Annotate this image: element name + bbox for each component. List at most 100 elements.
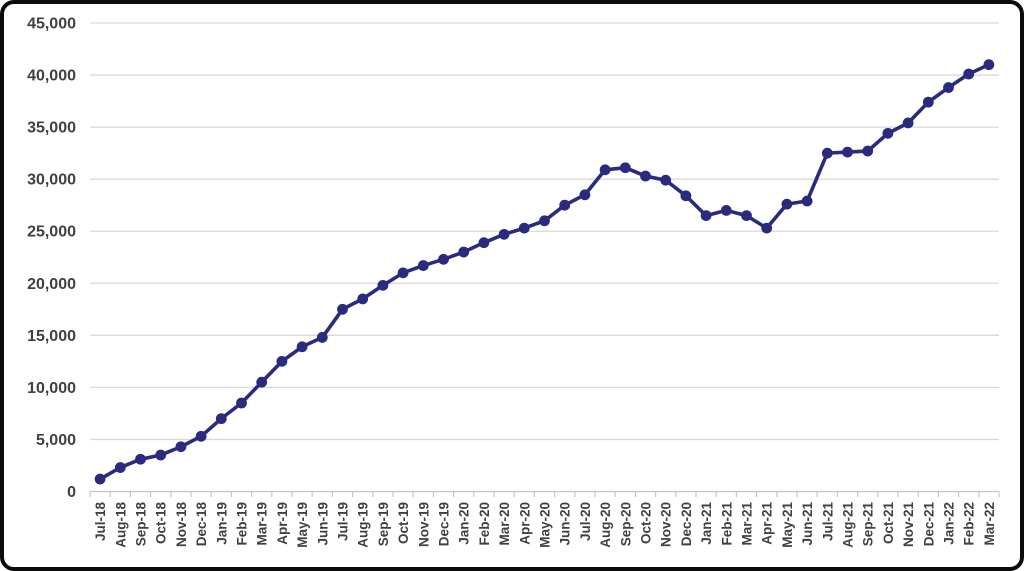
x-axis-label: Sep-21 <box>861 502 876 547</box>
x-axis-label: Jun-19 <box>315 502 330 546</box>
data-point-Jul-21 <box>821 147 833 159</box>
data-point-Jun-20 <box>559 199 571 211</box>
y-axis-label: 45,000 <box>27 16 76 33</box>
data-point-Oct-19 <box>397 267 409 279</box>
x-axis-label: Aug-18 <box>113 502 128 548</box>
data-point-Nov-19 <box>417 260 429 271</box>
data-point-Mar-21 <box>741 210 752 222</box>
data-point-Jan-20 <box>458 246 470 258</box>
x-axis-label: Jan-19 <box>214 502 229 545</box>
y-axis-label: 25,000 <box>27 224 76 241</box>
x-axis-label: Nov-19 <box>416 502 431 547</box>
data-point-Jun-21 <box>801 195 813 207</box>
x-axis-label: Dec-18 <box>194 502 209 547</box>
y-axis-label: 5,000 <box>36 432 76 449</box>
data-point-Jan-21 <box>700 210 712 222</box>
data-point-Feb-22 <box>963 68 975 80</box>
y-axis-label: 20,000 <box>27 276 76 293</box>
data-point-Jul-19 <box>337 303 348 315</box>
x-axis-label: Jun-21 <box>800 502 815 546</box>
data-point-Oct-20 <box>640 170 651 182</box>
x-axis-label: Apr-21 <box>760 502 775 545</box>
x-axis-label: Sep-19 <box>376 502 391 546</box>
data-point-Aug-18 <box>114 462 126 473</box>
data-point-Sep-19 <box>377 279 389 291</box>
data-point-Apr-20 <box>518 222 530 234</box>
data-point-Jan-22 <box>943 82 954 93</box>
data-point-Oct-18 <box>155 449 167 461</box>
x-axis-label: Jul-18 <box>93 502 108 542</box>
data-point-Mar-20 <box>498 228 510 240</box>
x-axis-label: Feb-22 <box>962 502 977 546</box>
data-point-Oct-21 <box>882 127 894 139</box>
x-axis-label: Sep-18 <box>134 502 149 547</box>
x-axis-label: Jun-20 <box>558 502 573 546</box>
y-axis-label: 0 <box>67 484 76 501</box>
x-axis-label: Aug-21 <box>841 502 856 548</box>
data-point-Sep-18 <box>135 453 146 465</box>
y-axis-label: 40,000 <box>27 68 76 85</box>
x-axis-label: Jan-20 <box>457 502 472 545</box>
x-axis-label: Nov-21 <box>901 502 916 548</box>
data-point-Dec-20 <box>680 190 692 202</box>
x-axis-label: Jan-21 <box>699 502 714 545</box>
x-axis-label: May-19 <box>295 502 310 548</box>
x-axis-label: Sep-20 <box>618 502 633 546</box>
x-axis-label: May-21 <box>780 502 795 548</box>
data-point-Feb-19 <box>236 397 247 409</box>
x-axis-label: Dec-20 <box>679 502 694 546</box>
data-point-Nov-21 <box>902 117 914 129</box>
data-point-Dec-18 <box>195 430 207 442</box>
x-axis-label: Apr-20 <box>517 502 532 545</box>
data-point-Jan-19 <box>215 413 227 425</box>
x-axis-label: Aug-19 <box>356 502 371 548</box>
data-point-May-20 <box>539 215 550 227</box>
x-axis-label: Oct-18 <box>154 502 169 545</box>
data-point-Aug-21 <box>842 146 853 158</box>
x-axis-label: Aug-20 <box>598 502 613 548</box>
data-point-Jul-20 <box>579 189 591 201</box>
x-axis-label: Feb-19 <box>235 502 250 546</box>
data-point-Mar-22 <box>983 59 995 71</box>
data-point-Aug-20 <box>599 164 611 176</box>
data-point-Mar-19 <box>256 376 268 388</box>
x-axis-label: Oct-19 <box>396 502 411 544</box>
x-axis-label: Jan-22 <box>942 502 957 545</box>
data-point-May-21 <box>781 198 793 210</box>
x-axis-label: Oct-21 <box>881 502 896 545</box>
x-axis-label: Nov-20 <box>659 502 674 547</box>
x-axis-label: Jul-20 <box>578 502 593 541</box>
y-axis-label: 10,000 <box>27 380 76 397</box>
x-axis-label: Mar-20 <box>497 502 512 546</box>
data-point-Nov-18 <box>175 441 187 453</box>
data-point-Sep-20 <box>619 162 631 174</box>
x-axis-label: Apr-19 <box>275 502 290 545</box>
data-point-Dec-21 <box>922 96 934 108</box>
data-point-Jun-19 <box>316 332 328 343</box>
data-point-Apr-21 <box>761 222 773 234</box>
y-axis-label: 30,000 <box>27 172 76 189</box>
x-axis-label: Jul-19 <box>336 502 351 541</box>
y-axis-label: 35,000 <box>27 120 76 137</box>
x-axis-label: Mar-22 <box>982 502 997 546</box>
data-point-Feb-20 <box>478 237 490 249</box>
x-axis-label: May-20 <box>538 502 553 548</box>
x-axis-label: Jul-21 <box>820 502 835 542</box>
x-axis-label: Mar-21 <box>740 502 755 546</box>
y-axis-label: 15,000 <box>27 328 76 345</box>
data-point-Aug-19 <box>357 293 369 305</box>
data-point-Jul-18 <box>94 473 106 485</box>
x-axis-label: Nov-18 <box>174 502 189 548</box>
data-point-Apr-19 <box>276 355 288 367</box>
data-point-Sep-21 <box>862 145 874 157</box>
x-axis-label: Oct-20 <box>639 502 654 544</box>
x-axis-label: Mar-19 <box>255 502 270 546</box>
data-point-Dec-19 <box>438 253 449 265</box>
x-axis-label: Feb-21 <box>719 502 734 546</box>
data-point-May-19 <box>296 341 308 353</box>
x-axis-label: Dec-19 <box>437 502 452 546</box>
x-axis-label: Dec-21 <box>921 502 936 547</box>
x-axis-label: Feb-20 <box>477 502 492 546</box>
